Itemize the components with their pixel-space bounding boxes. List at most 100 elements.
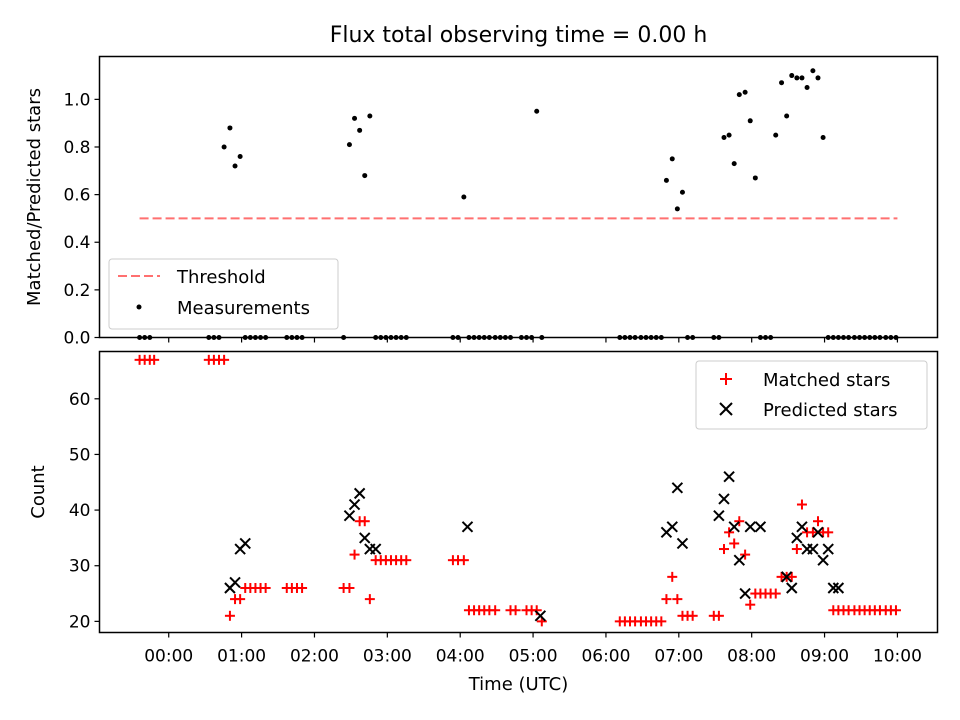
top-y-axis-label: Matched/Predicted stars xyxy=(24,88,45,306)
predicted-stars-point-b xyxy=(461,521,474,533)
predicted-stars-point xyxy=(812,526,824,539)
measurements-point xyxy=(773,132,779,138)
measurements-point xyxy=(669,156,675,162)
predicted-stars-point xyxy=(744,521,756,533)
predicted-stars-point-b xyxy=(718,493,730,505)
predicted-stars-point xyxy=(713,509,725,522)
matched-stars-point xyxy=(770,588,781,599)
measurements-point xyxy=(731,161,737,167)
measurements-point xyxy=(810,68,816,74)
predicted-stars-point-b xyxy=(807,543,819,555)
predicted-stars-point xyxy=(343,509,356,522)
top-y-tick-label: 0.0 xyxy=(63,329,90,349)
top-plot-frame xyxy=(98,55,939,339)
bottom-x-tick-label: 10:00 xyxy=(873,647,922,667)
predicted-stars-point-b xyxy=(832,582,845,594)
matched-stars-point xyxy=(224,610,235,621)
bottom-axes: 20 30 40 50 60 00:00 01:00 02:00 03:00 04:00 05:00… xyxy=(69,390,922,667)
matched-stars-point xyxy=(661,594,672,605)
top-y-tick-label: 0.6 xyxy=(63,186,90,206)
matched-stars-point xyxy=(297,582,308,593)
measurements-point xyxy=(357,127,363,133)
bottom-x-tick-label: 02:00 xyxy=(290,647,339,667)
matched-stars-point xyxy=(890,605,901,616)
predicted-stars-point-b xyxy=(229,576,241,589)
bottom-y-tick-label: 60 xyxy=(69,390,91,410)
measurements-point xyxy=(232,163,238,169)
measurements-point xyxy=(742,89,748,95)
matched-stars-point xyxy=(672,594,683,605)
predicted-stars-point-b xyxy=(723,470,735,483)
predicted-legend-swatch xyxy=(719,402,733,416)
predicted-stars-point-b xyxy=(666,521,678,533)
predicted-stars-point-b xyxy=(827,582,840,594)
measurements-point xyxy=(237,154,243,160)
top-y-tick-label: 0.2 xyxy=(63,281,90,301)
matched-stars-point xyxy=(740,549,751,560)
predicted-stars-point-b xyxy=(791,532,803,544)
measurements-point xyxy=(736,92,742,98)
measurements-point xyxy=(367,113,373,119)
matched-stars-point xyxy=(490,605,501,616)
predicted-stars-point-b xyxy=(534,610,547,622)
matched-legend-label: Matched stars xyxy=(763,370,890,391)
measurements-point xyxy=(820,134,826,140)
bottom-x-tick-label: 00:00 xyxy=(144,647,193,667)
top-panel: 0.0 0.2 0.4 0.6 0.8 1.0 Matched/Predicted sta… xyxy=(24,55,939,349)
matched-stars-point xyxy=(718,544,729,555)
predicted-stars-point xyxy=(786,582,798,594)
predicted-stars-point-b xyxy=(780,571,793,583)
bottom-x-tick-label: 08:00 xyxy=(727,647,776,667)
predicted-stars-point xyxy=(796,521,808,533)
matched-stars-point xyxy=(364,594,375,605)
matched-legend-swatch xyxy=(720,373,732,385)
predicted-stars-point xyxy=(239,537,251,550)
matched-stars-point xyxy=(510,605,521,616)
bottom-y-tick-label: 40 xyxy=(69,501,91,521)
predicted-stars-point-b xyxy=(728,521,740,533)
measurements-point xyxy=(799,75,805,81)
matched-stars-point xyxy=(687,610,698,621)
matched-stars-point xyxy=(344,582,355,593)
predicted-stars-point-b xyxy=(812,526,824,539)
predicted-stars-point-b xyxy=(676,537,689,550)
measurements-point xyxy=(534,108,540,114)
chart-title: Flux total observing time = 0.00 h xyxy=(330,23,708,48)
predicted-legend-label: Predicted stars xyxy=(763,400,897,421)
matched-stars-point xyxy=(349,549,360,560)
matched-stars-point xyxy=(260,582,271,593)
measurements-point xyxy=(663,177,669,183)
predicted-stars-point xyxy=(718,493,730,505)
matched-stars-point xyxy=(149,354,160,365)
measurements-point xyxy=(227,125,233,131)
predicted-stars-point xyxy=(754,521,767,533)
predicted-stars-point xyxy=(348,498,361,511)
matched-stars-point xyxy=(458,555,469,566)
predicted-stars-point xyxy=(827,582,840,594)
matched-stars-point xyxy=(786,571,797,582)
measurements-point xyxy=(752,175,758,181)
matched-stars-point xyxy=(796,499,807,510)
predicted-stars-point xyxy=(822,543,834,555)
measurements-point xyxy=(794,75,800,81)
bottom-legend-box xyxy=(695,360,928,430)
bottom-marks xyxy=(134,354,901,627)
predicted-stars-point-b xyxy=(739,587,751,600)
predicted-stars-point xyxy=(739,587,751,600)
matched-stars-point xyxy=(219,354,230,365)
measurements-point xyxy=(747,118,753,124)
matched-stars-point xyxy=(401,555,412,566)
bottom-x-tick-label: 07:00 xyxy=(654,647,703,667)
top-legend-box xyxy=(108,258,339,330)
measurements-point xyxy=(726,132,732,138)
top-legend: Threshold Measurements xyxy=(108,258,339,330)
predicted-stars-point-b xyxy=(822,543,834,555)
measurements-point xyxy=(362,173,368,179)
bottom-y-tick-label: 30 xyxy=(69,557,91,577)
matched-stars-point xyxy=(713,610,724,621)
predicted-stars-point xyxy=(666,521,678,533)
measurements-point xyxy=(461,194,467,200)
matched-stars-point xyxy=(823,527,834,538)
predicted-stars-point-b xyxy=(786,582,798,594)
bottom-x-tick-label: 05:00 xyxy=(509,647,558,667)
